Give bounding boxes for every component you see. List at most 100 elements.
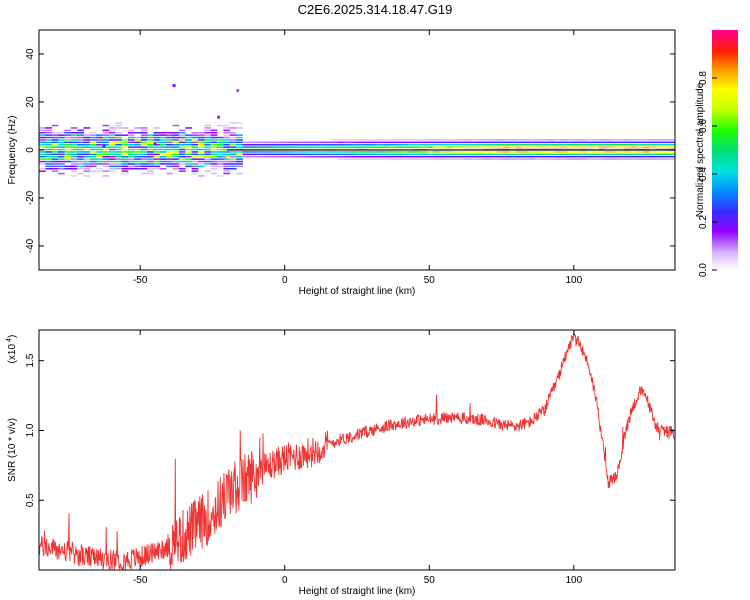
heatmap-cell <box>369 156 377 158</box>
heatmap-cell <box>274 156 281 158</box>
heatmap-cell <box>401 151 409 153</box>
heatmap-cell <box>274 141 281 144</box>
heatmap-cell <box>223 170 231 172</box>
heatmap-cell <box>566 151 574 153</box>
heatmap-cell <box>388 141 396 144</box>
heatmap-cell <box>547 141 555 144</box>
heatmap-cell <box>541 158 549 160</box>
heatmap-cell <box>598 139 606 141</box>
heatmap-cell <box>236 158 243 160</box>
heatmap-cell <box>185 160 192 163</box>
heatmap-cell <box>624 153 631 156</box>
heatmap-cell <box>217 115 221 119</box>
heatmap-cell <box>217 148 224 151</box>
heatmap-cell <box>420 141 428 144</box>
heatmap-cell <box>153 168 161 170</box>
heatmap-cell <box>115 144 122 146</box>
heatmap-cell <box>331 146 339 148</box>
heatmap-cell <box>566 139 574 141</box>
heatmap-cell <box>668 156 675 158</box>
heatmap-cell <box>433 139 440 141</box>
heatmap-cell <box>229 165 237 168</box>
heatmap-cell <box>611 144 619 146</box>
heatmap-cell <box>248 141 256 144</box>
heatmap-cell <box>287 144 294 146</box>
heatmap-cell <box>191 156 199 158</box>
heatmap-cell <box>70 158 78 160</box>
heatmap-cell <box>630 144 638 146</box>
heatmap-cell <box>178 132 186 134</box>
heatmap-cell <box>522 153 530 156</box>
heatmap-cell <box>655 141 663 144</box>
heatmap-cell <box>210 163 218 165</box>
heatmap-cell <box>77 129 84 132</box>
heatmap-cell <box>121 163 129 165</box>
heatmap-cell <box>223 148 231 151</box>
heatmap-cell <box>376 144 383 146</box>
heatmap-cell <box>191 136 199 139</box>
heatmap-cell <box>121 158 129 160</box>
heatmap-cell <box>636 139 644 141</box>
heatmap-cell <box>363 141 371 144</box>
heatmap-cell <box>83 153 91 156</box>
snr-scale-suffix: ) <box>7 335 18 338</box>
heatmap-cell <box>102 124 110 127</box>
heatmap-cell <box>541 151 549 153</box>
heatmap-cell <box>579 153 587 156</box>
heatmap-cell <box>560 146 568 148</box>
heatmap-cell <box>516 141 523 144</box>
heatmap-cell <box>414 153 421 156</box>
heatmap-cell <box>560 156 568 158</box>
heatmap-cell <box>547 151 555 153</box>
heatmap-cell <box>115 132 122 134</box>
heatmap-cell <box>153 146 161 148</box>
heatmap-cell <box>89 141 97 144</box>
heatmap-cell <box>64 141 72 144</box>
heatmap-cell <box>115 158 122 160</box>
heatmap-cell <box>96 156 103 158</box>
heatmap-cell <box>185 153 192 156</box>
heatmap-cell <box>484 158 491 160</box>
heatmap-cell <box>490 144 498 146</box>
heatmap-cell <box>299 156 307 158</box>
snr-axis-ticks: -50 0 50 100 0.5 1.0 1.5 <box>25 330 675 586</box>
heatmap-cell <box>128 132 135 134</box>
heatmap-cell <box>376 146 383 148</box>
heatmap-cell <box>121 139 129 141</box>
heatmap-cell <box>439 151 447 153</box>
heatmap-cell <box>280 141 288 144</box>
heatmap-cell <box>89 146 97 148</box>
heatmap-cell <box>223 144 231 146</box>
heatmap-cell <box>115 163 122 165</box>
heatmap-cell <box>598 144 606 146</box>
heatmap-cell <box>198 148 205 151</box>
heatmap-cell <box>210 134 218 136</box>
heatmap-cell <box>560 158 568 160</box>
heatmap-cell <box>134 158 142 160</box>
heatmap-cell <box>89 136 97 139</box>
heatmap-cell <box>611 151 619 153</box>
heatmap-cell <box>452 144 460 146</box>
heatmap-cell <box>210 148 218 151</box>
heatmap-cell <box>185 165 192 168</box>
heatmap-cell <box>77 172 84 175</box>
heatmap-cell <box>198 134 205 136</box>
heatmap-cell <box>147 172 154 175</box>
heatmap-cell <box>153 163 161 165</box>
heatmap-cell <box>465 146 472 148</box>
heatmap-cell <box>178 153 186 156</box>
heatmap-cell <box>153 151 161 153</box>
heatmap-cell <box>64 156 72 158</box>
heatmap-cell <box>39 132 46 134</box>
heatmap-cell <box>191 153 199 156</box>
heatmap-cell <box>655 156 663 158</box>
heatmap-cell <box>605 146 612 148</box>
heatmap-cell <box>153 134 161 136</box>
heatmap-cell <box>204 124 212 127</box>
heatmap-cell <box>210 165 218 168</box>
heatmap-cell <box>39 170 46 172</box>
heatmap-cell <box>369 139 377 141</box>
heatmap-cell <box>109 127 116 129</box>
heatmap-cell <box>261 144 269 146</box>
heatmap-cell <box>598 158 606 160</box>
